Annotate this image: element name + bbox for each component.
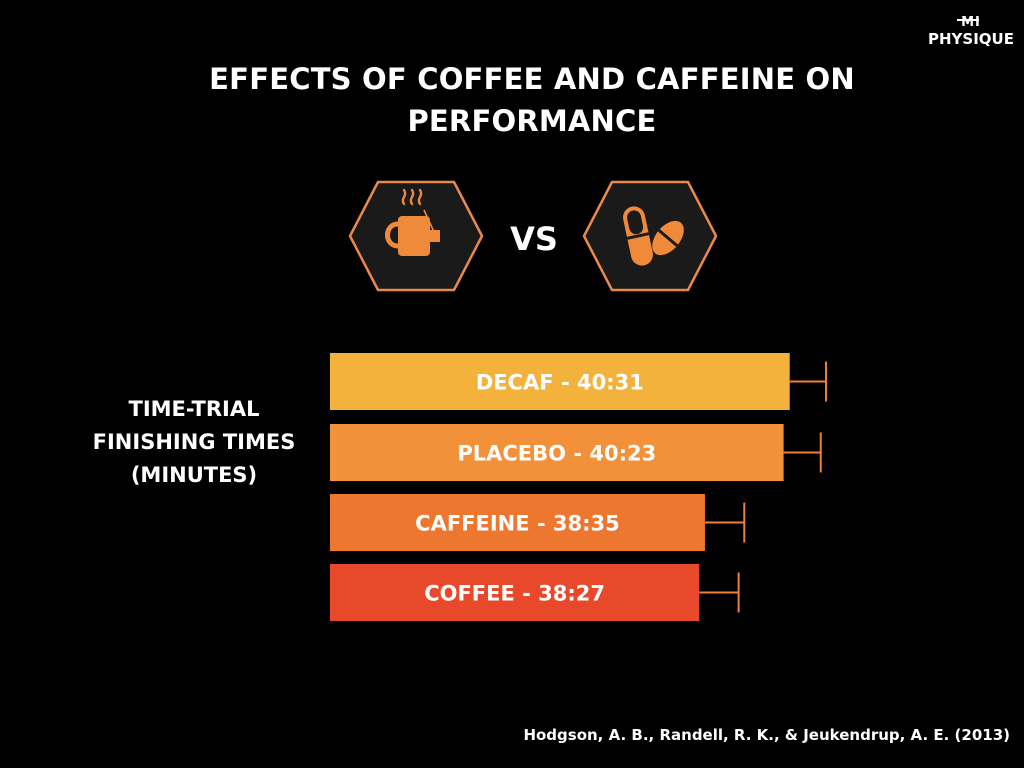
bar-coffee <box>330 564 700 621</box>
logo-line-2: PHYSIQUE <box>928 30 1014 48</box>
capsule-pills-icon <box>623 206 684 266</box>
pills-hexagon <box>582 180 718 292</box>
logo-bar-icon <box>957 19 979 21</box>
coffee-hexagon <box>348 180 484 292</box>
bar-label-caffeine: CAFFEINE - 38:35 <box>415 512 620 536</box>
bar-placebo <box>330 424 784 481</box>
page-title: EFFECTS OF COFFEE AND CAFFEINE ON PERFOR… <box>209 62 855 138</box>
y-axis-label: TIME-TRIAL FINISHING TIMES (MINUTES) <box>92 397 296 487</box>
bar-caffeine <box>330 494 705 551</box>
coffee-mug-icon <box>385 188 440 256</box>
bar-decaf <box>330 353 790 410</box>
vs-label: VS <box>510 220 558 258</box>
bar-label-coffee: COFFEE - 38:27 <box>424 582 605 606</box>
bar-label-decaf: DECAF - 40:31 <box>476 371 644 395</box>
brand-logo: MI PHYSIQUE <box>927 16 1015 58</box>
bar-label-placebo: PLACEBO - 40:23 <box>457 442 656 466</box>
citation: Hodgson, A. B., Randell, R. K., & Jeuken… <box>523 726 1010 744</box>
